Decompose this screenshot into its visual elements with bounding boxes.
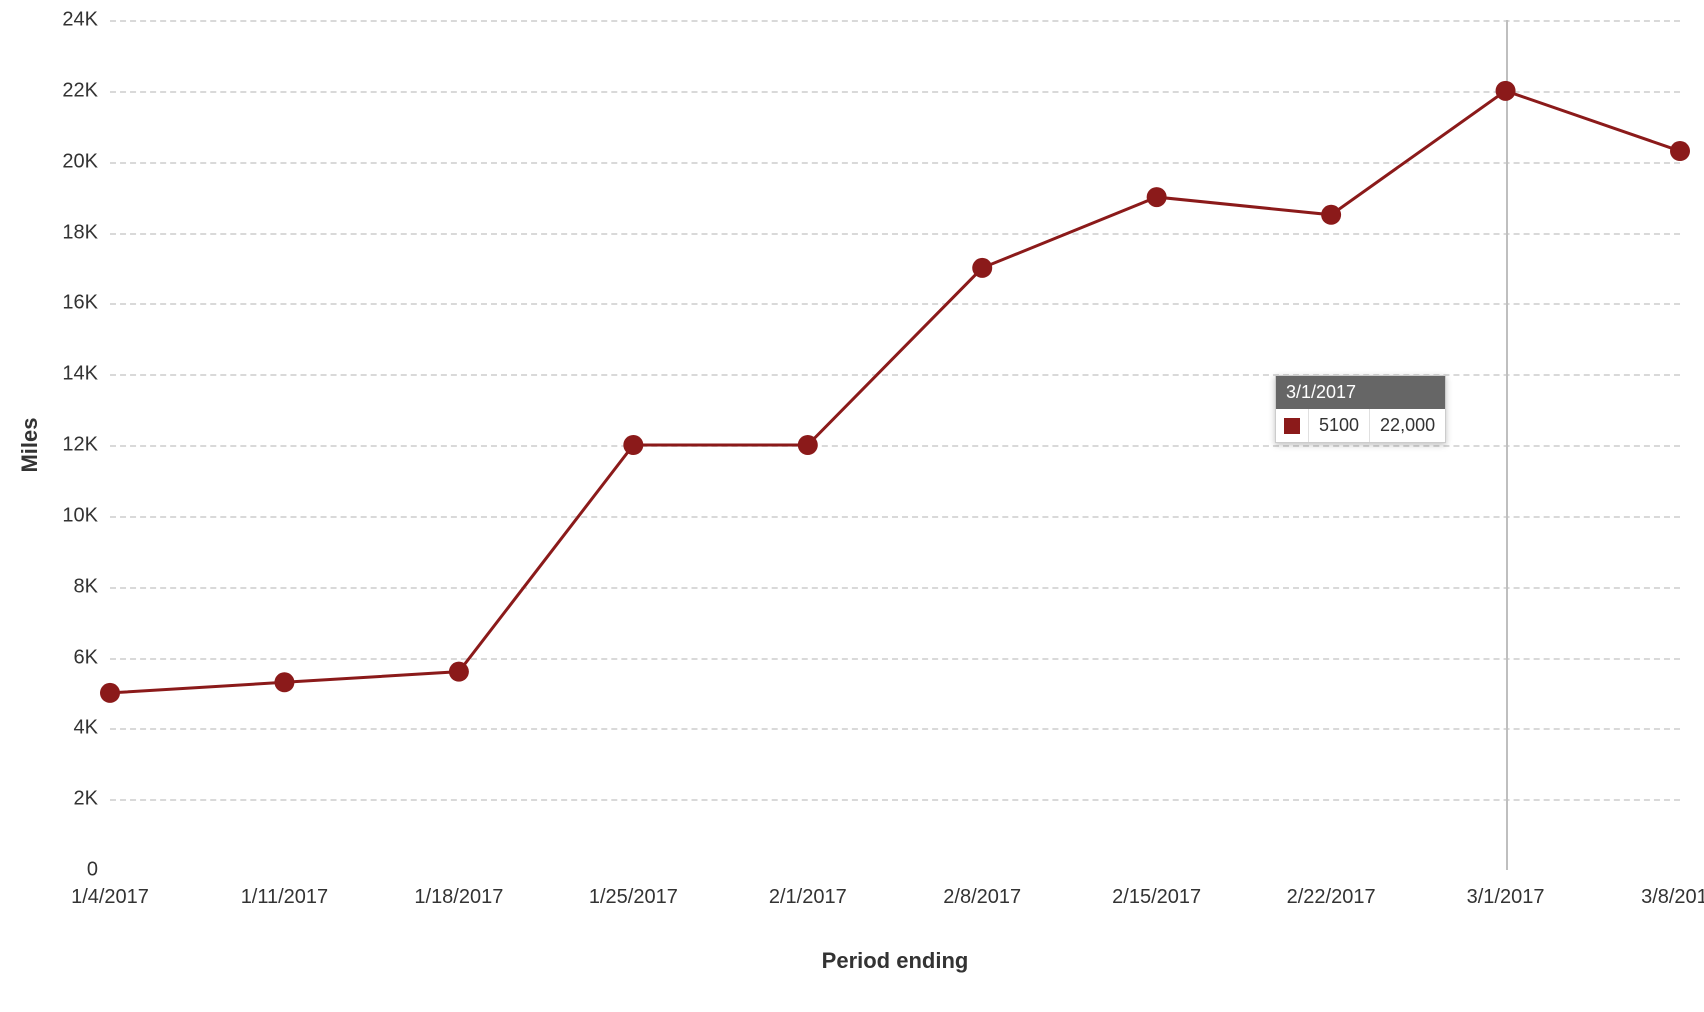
data-point[interactable] — [798, 435, 818, 455]
y-tick-label: 22K — [62, 79, 110, 102]
x-tick-label: 3/1/2017 — [1467, 870, 1545, 909]
tooltip-swatch-cell — [1276, 409, 1309, 442]
x-tick-label: 1/11/2017 — [241, 870, 329, 909]
y-tick-label: 10K — [62, 504, 110, 527]
line-series — [110, 20, 1680, 870]
x-tick-label: 2/1/2017 — [769, 870, 847, 909]
y-tick-label: 2K — [74, 788, 110, 811]
y-tick-label: 16K — [62, 292, 110, 315]
y-axis-title: Miles — [17, 417, 43, 472]
x-tick-label: 1/25/2017 — [589, 870, 678, 909]
tooltip-series-value: 22,000 — [1370, 409, 1445, 442]
data-point[interactable] — [274, 672, 294, 692]
y-tick-label: 6K — [74, 646, 110, 669]
data-point[interactable] — [100, 683, 120, 703]
chart-plot-area[interactable]: 02K4K6K8K10K12K14K16K18K20K22K24K1/4/201… — [110, 20, 1680, 870]
y-tick-label: 12K — [62, 434, 110, 457]
data-point[interactable] — [623, 435, 643, 455]
x-tick-label: 2/22/2017 — [1287, 870, 1376, 909]
y-tick-label: 14K — [62, 363, 110, 386]
tooltip-color-swatch — [1284, 418, 1300, 434]
x-tick-label: 1/18/2017 — [414, 870, 503, 909]
y-tick-label: 18K — [62, 221, 110, 244]
data-point[interactable] — [1321, 205, 1341, 225]
x-tick-label: 2/15/2017 — [1112, 870, 1201, 909]
chart-tooltip: 3/1/2017 5100 22,000 — [1275, 375, 1446, 443]
x-tick-label: 1/4/2017 — [71, 870, 149, 909]
data-point[interactable] — [449, 662, 469, 682]
tooltip-title: 3/1/2017 — [1276, 376, 1445, 409]
x-tick-label: 3/8/2017 — [1641, 870, 1704, 909]
y-tick-label: 8K — [74, 575, 110, 598]
data-point[interactable] — [1670, 141, 1690, 161]
data-point[interactable] — [1147, 187, 1167, 207]
tooltip-series-name: 5100 — [1309, 409, 1370, 442]
y-tick-label: 4K — [74, 717, 110, 740]
data-point[interactable] — [1496, 81, 1516, 101]
y-tick-label: 20K — [62, 150, 110, 173]
x-tick-label: 2/8/2017 — [943, 870, 1021, 909]
x-axis-title: Period ending — [822, 948, 969, 974]
y-tick-label: 24K — [62, 9, 110, 32]
data-point[interactable] — [972, 258, 992, 278]
